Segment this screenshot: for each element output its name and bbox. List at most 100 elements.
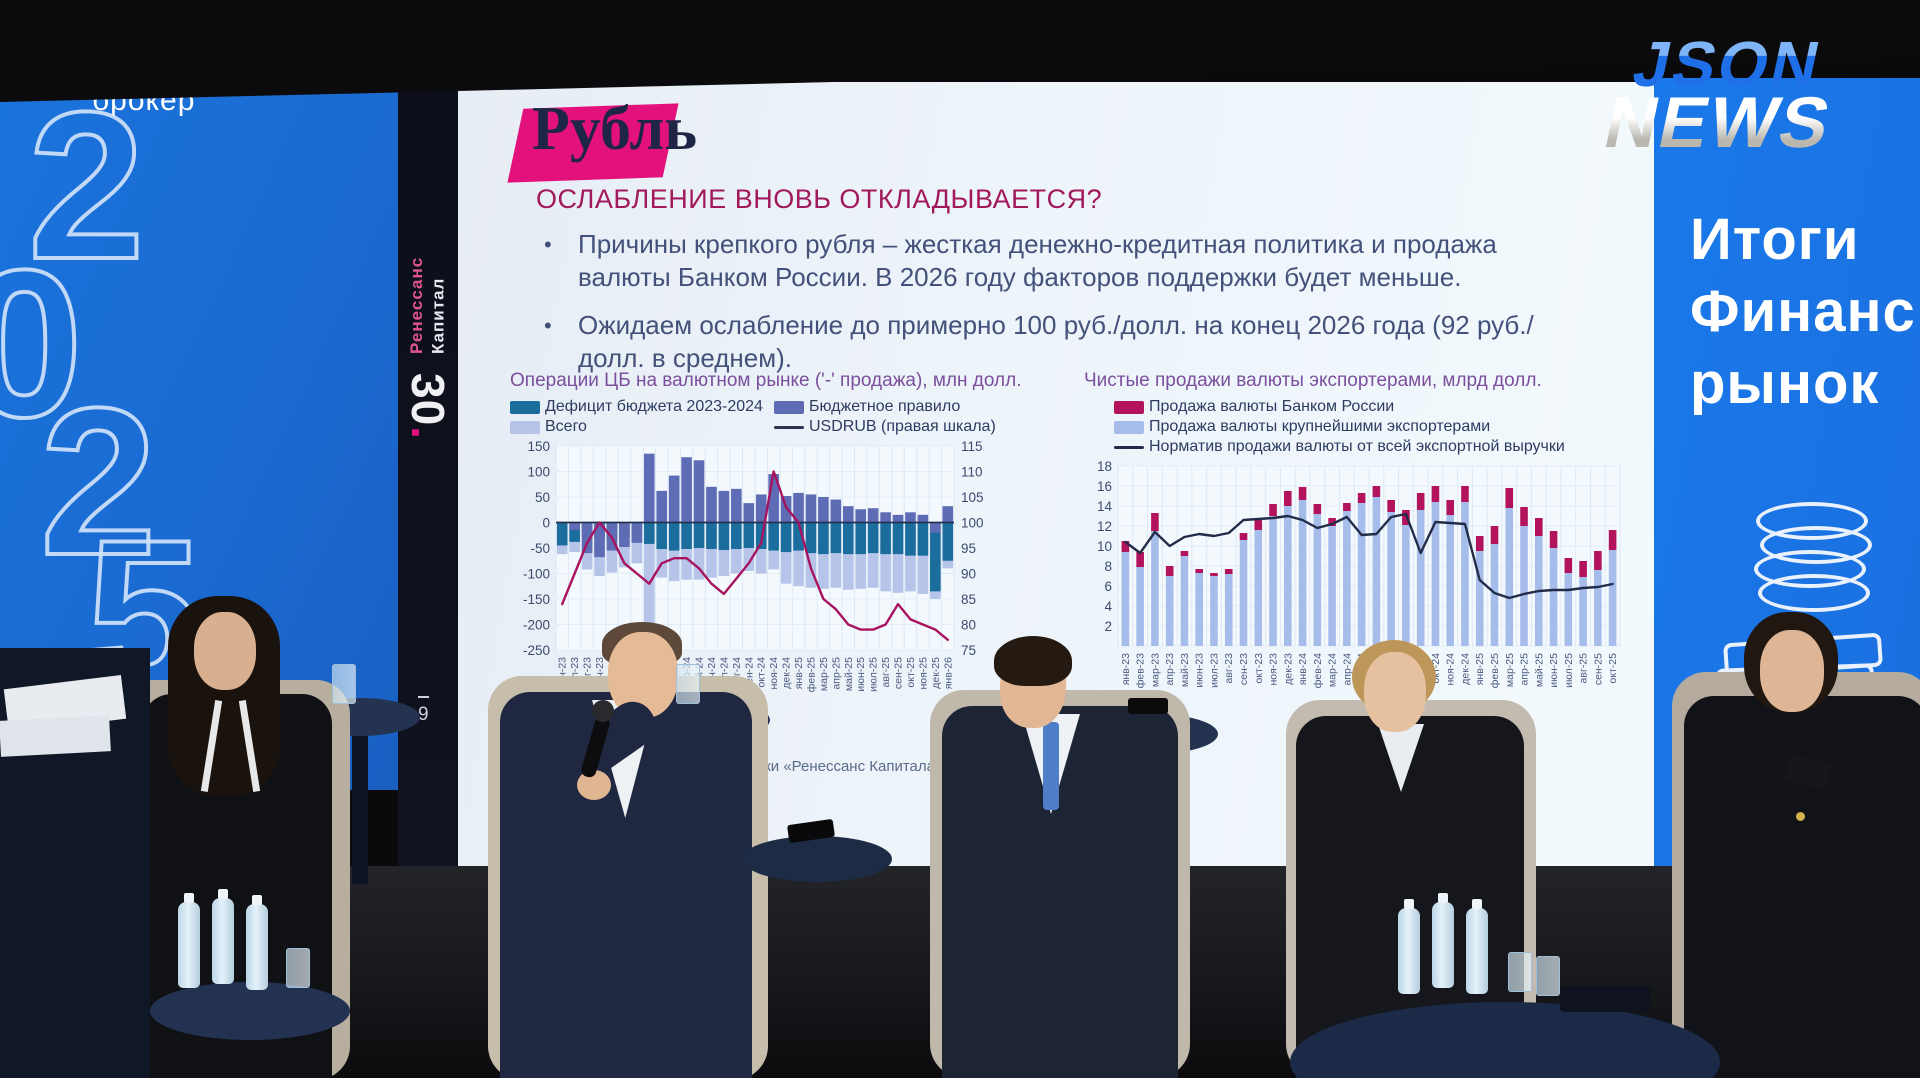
svg-text:янв-26: янв-26 — [942, 657, 954, 689]
bullet-item-2: • Ожидаем ослабление до примерно 100 руб… — [544, 309, 1574, 376]
svg-text:8: 8 — [1104, 559, 1112, 574]
svg-text:6: 6 — [1104, 579, 1112, 594]
svg-text:мар-25: мар-25 — [818, 657, 830, 691]
event-title-line3: рынок — [1690, 351, 1880, 416]
svg-text:90: 90 — [961, 567, 976, 582]
svg-text:150: 150 — [527, 439, 550, 454]
svg-text:дек-23: дек-23 — [1282, 653, 1294, 685]
microphone-head — [592, 700, 614, 722]
tray — [1560, 986, 1650, 1012]
svg-text:10: 10 — [1097, 539, 1112, 554]
svg-text:16: 16 — [1097, 479, 1112, 494]
svg-text:-150: -150 — [523, 592, 550, 607]
deficit-swatch — [510, 400, 540, 414]
svg-text:0: 0 — [542, 516, 550, 531]
year-digit-2b: 2 — [38, 364, 159, 599]
renaissance-strip: Ренессанс Капитал 30. 9 — [398, 84, 458, 878]
svg-text:14: 14 — [1097, 499, 1113, 514]
legend-item-norm: Норматив продажи валюты от всей экспортн… — [1114, 438, 1565, 456]
svg-text:апр-25: апр-25 — [1519, 653, 1531, 686]
svg-text:янв-25: янв-25 — [793, 657, 805, 689]
svg-text:-100: -100 — [523, 567, 550, 582]
legend-item-budget-rule: Бюджетное правило — [774, 398, 960, 416]
cb-fx-chart-title: Операции ЦБ на валютном рынке ('-' прода… — [510, 370, 1022, 391]
svg-text:фев-25: фев-25 — [1489, 653, 1501, 688]
legend-item-deficit: Дефицит бюджета 2023-2024 — [510, 398, 768, 416]
renaissance-brand-line2: Капитал — [428, 277, 448, 354]
budget-rule-swatch — [774, 400, 804, 414]
exporter-sales-swatch — [1114, 420, 1144, 434]
svg-text:апр-23: апр-23 — [1164, 653, 1176, 686]
panelist-3-hair — [994, 636, 1072, 686]
svg-text:июл-23: июл-23 — [1208, 653, 1220, 688]
svg-text:-250: -250 — [523, 643, 550, 658]
svg-text:50: 50 — [535, 490, 550, 505]
slide-page-number: 9 — [418, 696, 429, 726]
norm-line-swatch — [1114, 445, 1144, 449]
svg-text:окт-25: окт-25 — [1607, 653, 1619, 684]
svg-text:дек-25: дек-25 — [930, 657, 942, 689]
exporter-fx-sales-chart: Чистые продажи валюты экспортерами, млрд… — [1084, 370, 1644, 747]
bullet-marker: • — [544, 232, 552, 257]
renaissance-brand: Ренессанс Капитал — [406, 114, 449, 354]
svg-text:июн-25: июн-25 — [855, 657, 867, 692]
bottle-table-left — [150, 982, 350, 1040]
svg-text:4: 4 — [1104, 599, 1112, 614]
slide-subtitle: ОСЛАБЛЕНИЕ ВНОВЬ ОТКЛАДЫВАЕТСЯ? — [536, 184, 1103, 214]
water-bottle — [178, 893, 200, 988]
svg-text:дек-24: дек-24 — [1459, 653, 1471, 685]
svg-text:18: 18 — [1097, 459, 1112, 474]
slide-title: Рубль — [532, 95, 698, 163]
exporter-chart-title: Чистые продажи валюты экспортерами, млрд… — [1084, 370, 1542, 391]
svg-text:апр-24: апр-24 — [1341, 653, 1353, 686]
water-bottle — [1398, 899, 1420, 994]
panelist-4-head — [1364, 652, 1426, 732]
renaissance-brand-line1: Ренессанс — [407, 256, 426, 354]
water-glass — [332, 664, 356, 704]
svg-text:окт-24: окт-24 — [756, 657, 768, 688]
svg-text:янв-23: янв-23 — [1120, 653, 1132, 685]
svg-text:ноя-23: ноя-23 — [1268, 653, 1280, 686]
svg-text:май-23: май-23 — [1179, 653, 1191, 687]
cb-fx-chart-legend: Дефицит бюджета 2023-2024 Бюджетное прав… — [510, 398, 1010, 436]
svg-text:июл-25: июл-25 — [868, 657, 880, 692]
year-digit-0: 0 — [0, 226, 85, 461]
svg-text:июл-25: июл-25 — [1563, 653, 1575, 688]
water-glass — [676, 664, 700, 704]
svg-text:сен-25: сен-25 — [893, 657, 905, 689]
water-bottle — [1432, 893, 1454, 988]
panelist-5-body — [1684, 696, 1920, 1078]
side-table-stem — [352, 714, 368, 884]
svg-text:75: 75 — [961, 643, 976, 658]
svg-text:окт-23: окт-23 — [1253, 653, 1265, 684]
presentation-slide: Рубль ОСЛАБЛЕНИЕ ВНОВЬ ОТКЛАДЫВАЕТСЯ? • … — [458, 82, 1654, 878]
bullet-text-2: Ожидаем ослабление до примерно 100 руб./… — [578, 309, 1534, 373]
svg-text:фев-25: фев-25 — [805, 657, 817, 692]
water-glass — [1536, 956, 1560, 996]
svg-text:май-25: май-25 — [1533, 653, 1545, 687]
event-title-line2: Финанс — [1690, 279, 1916, 344]
svg-text:85: 85 — [961, 592, 976, 607]
water-glass — [1508, 952, 1532, 992]
svg-text:янв-24: янв-24 — [1297, 653, 1309, 685]
svg-text:-200: -200 — [523, 618, 550, 633]
svg-text:ноя-24: ноя-24 — [768, 657, 780, 690]
svg-text:авг-25: авг-25 — [1578, 653, 1590, 684]
svg-text:май-25: май-25 — [843, 657, 855, 691]
cb-fx-chart-plot: 150 100 50 0 -50 -100 -150 -200 -250 115 110 105 100… — [510, 438, 1010, 751]
legend-item-usdrub: USDRUB (правая шкала) — [774, 418, 996, 436]
exporter-chart-legend: Продажа валюты Банком России Продажа вал… — [1114, 398, 1644, 456]
legend-item-total: Всего — [510, 418, 768, 436]
svg-text:105: 105 — [961, 490, 984, 505]
anniversary-30-logo: 30. — [402, 373, 454, 440]
legend-item-exporter-sales: Продажа валюты крупнейшими экспортерами — [1114, 418, 1490, 436]
svg-text:авг-25: авг-25 — [880, 657, 892, 688]
svg-text:ноя-24: ноя-24 — [1445, 653, 1457, 686]
water-bottle — [246, 895, 268, 990]
paper-sheet — [0, 715, 111, 757]
panelist-5-head — [1760, 630, 1824, 712]
bullet-text-1: Причины крепкого рубля – жесткая денежно… — [578, 229, 1497, 293]
watermark-line2: NEWS — [1597, 83, 1839, 164]
phone-table — [742, 836, 892, 882]
water-bottle — [212, 889, 234, 984]
